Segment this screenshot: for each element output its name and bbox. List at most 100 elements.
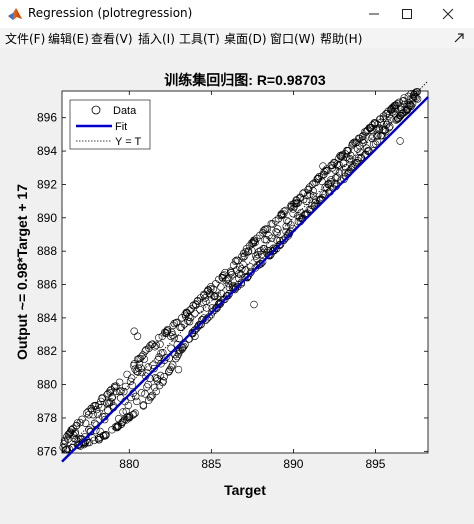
data-point xyxy=(176,346,184,354)
data-point xyxy=(175,334,183,343)
data-point xyxy=(292,199,300,207)
menu-edit[interactable]: 编辑(E) xyxy=(48,32,89,46)
data-point xyxy=(386,122,394,131)
data-point xyxy=(132,392,140,401)
data-point xyxy=(411,93,419,101)
data-point xyxy=(90,436,98,445)
data-point xyxy=(203,315,211,323)
data-point xyxy=(131,409,139,417)
data-point xyxy=(333,160,341,168)
data-point xyxy=(260,245,269,253)
x-tick-label: 885 xyxy=(201,457,221,471)
menu-insert[interactable]: 插入(I) xyxy=(138,32,175,46)
data-point xyxy=(229,281,237,290)
maximize-button[interactable] xyxy=(387,0,427,28)
close-button[interactable] xyxy=(428,0,468,28)
data-point xyxy=(287,221,295,229)
data-point xyxy=(294,199,302,207)
data-point xyxy=(163,327,172,335)
data-point xyxy=(174,365,183,374)
data-point xyxy=(388,104,396,112)
data-point xyxy=(112,387,120,395)
menu-view[interactable]: 查看(V) xyxy=(91,32,133,46)
data-point xyxy=(131,365,139,373)
menu-desktop[interactable]: 桌面(D) xyxy=(224,32,267,46)
data-point xyxy=(63,445,72,453)
data-point xyxy=(240,249,248,258)
data-point xyxy=(283,216,291,225)
data-point xyxy=(85,438,94,447)
minimize-button[interactable] xyxy=(354,0,394,28)
data-point xyxy=(344,147,353,155)
data-point xyxy=(119,408,127,416)
data-point xyxy=(269,220,277,228)
data-point xyxy=(86,428,95,436)
data-point xyxy=(268,247,277,256)
minimize-icon xyxy=(369,13,379,15)
y-tick-label: 890 xyxy=(37,211,57,225)
data-point xyxy=(146,342,154,350)
data-point xyxy=(318,172,326,180)
data-point xyxy=(359,138,367,147)
undock-arrow-icon[interactable] xyxy=(454,33,464,43)
data-point xyxy=(108,394,116,402)
data-point xyxy=(323,166,331,175)
data-point xyxy=(376,115,385,123)
data-point xyxy=(117,387,125,395)
data-point xyxy=(225,283,234,292)
data-point xyxy=(348,140,357,148)
data-point xyxy=(407,102,415,111)
data-point xyxy=(128,381,137,390)
data-point xyxy=(239,253,248,261)
axes: 880 885 890 895 876 878 880 882 884 886 888 890 892 8… xyxy=(37,91,428,471)
data-point xyxy=(165,367,173,375)
data-point xyxy=(318,177,326,186)
data-point xyxy=(118,418,126,426)
data-point xyxy=(141,390,149,398)
data-point xyxy=(292,196,300,204)
y-tick-label: 888 xyxy=(37,244,57,258)
data-point xyxy=(92,405,101,414)
data-point xyxy=(384,118,392,127)
x-tick-label: 890 xyxy=(283,457,303,471)
menu-window[interactable]: 窗口(W) xyxy=(270,32,316,46)
data-point xyxy=(280,207,288,216)
data-point xyxy=(282,222,290,231)
data-point xyxy=(127,374,136,382)
data-point xyxy=(250,236,259,245)
data-point xyxy=(152,387,160,396)
data-point xyxy=(126,377,135,386)
data-point xyxy=(207,285,215,293)
data-point xyxy=(251,238,260,246)
menu-tools[interactable]: 工具(T) xyxy=(179,32,220,46)
data-point xyxy=(242,245,251,253)
data-point xyxy=(81,419,90,427)
data-point xyxy=(274,225,282,233)
data-point xyxy=(284,218,293,226)
data-point xyxy=(214,292,222,300)
data-point xyxy=(244,248,252,256)
data-point xyxy=(102,431,110,439)
menu-help[interactable]: 帮助(H) xyxy=(320,32,363,46)
data-point xyxy=(143,383,151,391)
legend[interactable]: Data Fit Y = T xyxy=(69,99,151,150)
data-point xyxy=(350,138,359,146)
regression-chart[interactable]: 880 885 890 895 876 878 880 882 884 886 888 890 892 8… xyxy=(0,48,474,520)
maximize-icon xyxy=(402,9,412,19)
menu-file[interactable]: 文件(F) xyxy=(5,32,46,46)
data-point xyxy=(354,154,363,162)
data-point xyxy=(246,269,255,277)
data-point xyxy=(334,161,342,170)
data-point xyxy=(254,250,262,259)
data-point xyxy=(89,411,97,419)
data-point xyxy=(122,416,131,424)
data-point xyxy=(138,352,146,361)
y-tick-label: 882 xyxy=(37,344,57,358)
data-point xyxy=(137,389,146,397)
data-point xyxy=(262,236,271,244)
x-tick-label: 895 xyxy=(365,457,385,471)
data-point xyxy=(120,387,128,396)
legend-label-fit: Fit xyxy=(115,121,127,133)
chart-title: 训练集回归图: R=0.98703 xyxy=(164,72,326,88)
data-point xyxy=(407,102,415,110)
